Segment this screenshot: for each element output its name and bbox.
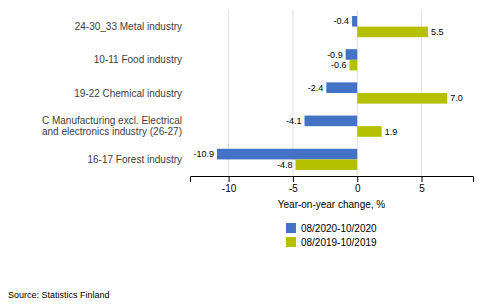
- legend: 08/2020-10/2020 08/2019-10/2019: [286, 223, 377, 248]
- data-label: -2.4: [308, 83, 324, 93]
- legend-item: 08/2020-10/2020: [286, 223, 377, 234]
- tick: 0: [355, 176, 361, 194]
- tick-label: 0: [355, 183, 361, 194]
- bar: [304, 116, 357, 127]
- legend-label: 08/2019-10/2019: [301, 237, 377, 248]
- bar: [352, 16, 357, 27]
- data-label: -4.1: [286, 116, 302, 126]
- bars: [217, 16, 447, 170]
- data-label: 1.9: [385, 127, 398, 137]
- tick: -10: [222, 176, 237, 194]
- tick-label: -10: [222, 183, 237, 194]
- data-label: 7.0: [450, 93, 463, 103]
- tick-label: 5: [419, 183, 425, 194]
- axis-line: [191, 177, 474, 183]
- source: Source: Statistics Finland: [8, 290, 110, 300]
- legend-item: 08/2019-10/2019: [286, 237, 377, 248]
- tick-mark: [229, 176, 230, 182]
- bar: [357, 126, 381, 137]
- x-axis-title: Year-on-year change, %: [278, 199, 386, 210]
- data-label: 5.5: [431, 27, 444, 37]
- bar-series: [217, 16, 357, 159]
- bar: [350, 60, 358, 71]
- category-label: 16-17 Forest industry: [88, 154, 183, 165]
- chart: -10 -5 0 5 -10.9 -4.1 -2.4 -0.9 -0.4 -4.8 1.9 7.0 -0…: [0, 0, 493, 304]
- tick: 5: [419, 176, 425, 194]
- bar: [295, 159, 357, 170]
- category-label: 10-11 Food industry: [94, 54, 182, 65]
- tick-mark: [357, 176, 358, 182]
- bar: [217, 149, 357, 160]
- category-labels: 16-17 Forest industry C Manufacturing exc…: [42, 21, 182, 165]
- bar: [357, 27, 428, 38]
- bar: [326, 82, 357, 93]
- tick-mark: [422, 176, 423, 182]
- x-axis: -10 -5 0 5: [191, 176, 474, 194]
- data-label: -10.9: [193, 149, 214, 159]
- data-label: -4.8: [277, 160, 293, 170]
- tick-label: -5: [289, 183, 298, 194]
- bar: [357, 93, 447, 104]
- category-label: 24-30_33 Metal industry: [75, 21, 182, 32]
- data-labels: -10.9 -4.1 -2.4 -0.9 -0.4 -4.8 1.9 7.0 -0.6 5.5: [193, 16, 462, 169]
- tick: -5: [289, 176, 298, 194]
- category-label: C Manufacturing excl. Electricaland elec…: [42, 115, 182, 138]
- legend-label: 08/2020-10/2020: [301, 223, 377, 234]
- data-label: -0.6: [331, 60, 347, 70]
- legend-swatch: [286, 223, 296, 233]
- data-label: -0.4: [334, 16, 350, 26]
- category-label: 19-22 Chemical industry: [74, 88, 182, 99]
- plot: -10 -5 0 5 -10.9 -4.1 -2.4 -0.9 -0.4 -4.8 1.9 7.0 -0…: [191, 10, 474, 194]
- data-label: -0.9: [327, 50, 343, 60]
- bar-series: [295, 27, 447, 170]
- tick-mark: [293, 176, 294, 182]
- legend-swatch: [286, 237, 296, 247]
- bar: [346, 49, 358, 60]
